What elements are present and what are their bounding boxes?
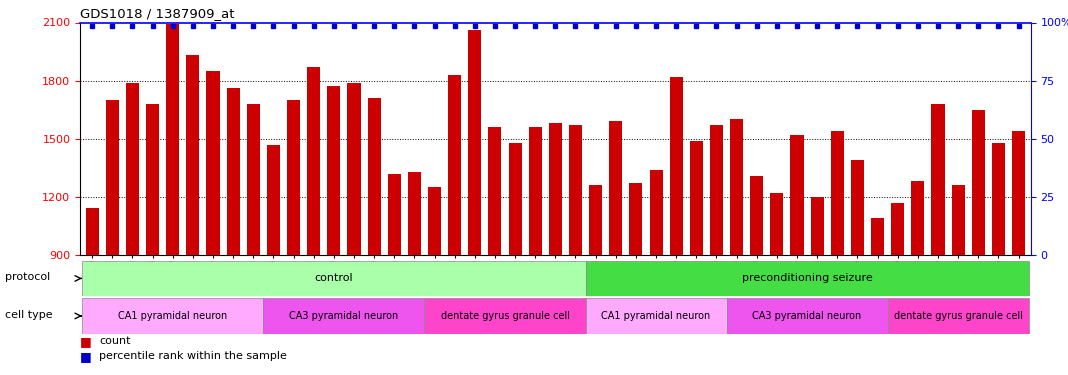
Bar bbox=[590, 185, 602, 255]
Text: CA3 pyramidal neuron: CA3 pyramidal neuron bbox=[289, 311, 398, 321]
Bar bbox=[888, 298, 1028, 334]
Bar bbox=[770, 193, 784, 255]
Text: GDS1018 / 1387909_at: GDS1018 / 1387909_at bbox=[80, 7, 235, 20]
Bar bbox=[569, 125, 582, 255]
Bar bbox=[585, 261, 1028, 296]
Bar bbox=[811, 197, 823, 255]
Bar bbox=[308, 67, 320, 255]
Bar bbox=[710, 125, 723, 255]
Bar bbox=[146, 104, 159, 255]
Bar bbox=[449, 75, 461, 255]
Bar bbox=[726, 298, 888, 334]
Bar bbox=[690, 141, 703, 255]
Bar bbox=[972, 110, 985, 255]
Bar bbox=[388, 174, 400, 255]
Bar bbox=[82, 298, 264, 334]
Bar bbox=[670, 77, 682, 255]
Text: percentile rank within the sample: percentile rank within the sample bbox=[99, 351, 287, 361]
Bar bbox=[911, 182, 925, 255]
Text: CA1 pyramidal neuron: CA1 pyramidal neuron bbox=[119, 311, 227, 321]
Bar bbox=[488, 127, 502, 255]
Bar bbox=[585, 298, 726, 334]
Text: count: count bbox=[99, 336, 130, 346]
Text: ■: ■ bbox=[80, 335, 92, 348]
Text: preconditioning seizure: preconditioning seizure bbox=[741, 273, 873, 284]
Text: dentate gyrus granule cell: dentate gyrus granule cell bbox=[894, 311, 1023, 321]
Bar bbox=[424, 298, 585, 334]
Bar bbox=[247, 104, 260, 255]
Bar bbox=[206, 71, 220, 255]
Bar bbox=[367, 98, 380, 255]
Bar bbox=[891, 202, 905, 255]
Bar bbox=[629, 183, 643, 255]
Bar bbox=[731, 119, 743, 255]
Bar bbox=[508, 142, 521, 255]
Bar bbox=[871, 218, 884, 255]
Bar bbox=[790, 135, 803, 255]
Bar bbox=[609, 122, 623, 255]
Bar bbox=[851, 160, 864, 255]
Bar bbox=[468, 30, 482, 255]
Bar bbox=[264, 298, 424, 334]
Bar bbox=[267, 145, 280, 255]
Bar bbox=[952, 185, 964, 255]
Bar bbox=[931, 104, 944, 255]
Bar bbox=[186, 56, 200, 255]
Bar bbox=[226, 88, 239, 255]
Bar bbox=[428, 187, 441, 255]
Text: cell type: cell type bbox=[5, 310, 53, 320]
Bar bbox=[529, 127, 541, 255]
Bar bbox=[82, 261, 585, 296]
Bar bbox=[831, 131, 844, 255]
Bar bbox=[167, 24, 179, 255]
Bar bbox=[347, 82, 361, 255]
Text: CA1 pyramidal neuron: CA1 pyramidal neuron bbox=[601, 311, 710, 321]
Bar bbox=[408, 172, 421, 255]
Text: CA3 pyramidal neuron: CA3 pyramidal neuron bbox=[753, 311, 862, 321]
Bar bbox=[126, 82, 139, 255]
Bar bbox=[750, 176, 764, 255]
Bar bbox=[549, 123, 562, 255]
Bar bbox=[106, 100, 119, 255]
Bar bbox=[1012, 131, 1025, 255]
Text: protocol: protocol bbox=[5, 273, 50, 282]
Text: dentate gyrus granule cell: dentate gyrus granule cell bbox=[440, 311, 569, 321]
Text: ■: ■ bbox=[80, 350, 92, 363]
Bar bbox=[287, 100, 300, 255]
Bar bbox=[327, 87, 341, 255]
Bar bbox=[649, 170, 662, 255]
Bar bbox=[992, 142, 1005, 255]
Bar bbox=[85, 207, 98, 255]
Text: control: control bbox=[315, 273, 354, 284]
